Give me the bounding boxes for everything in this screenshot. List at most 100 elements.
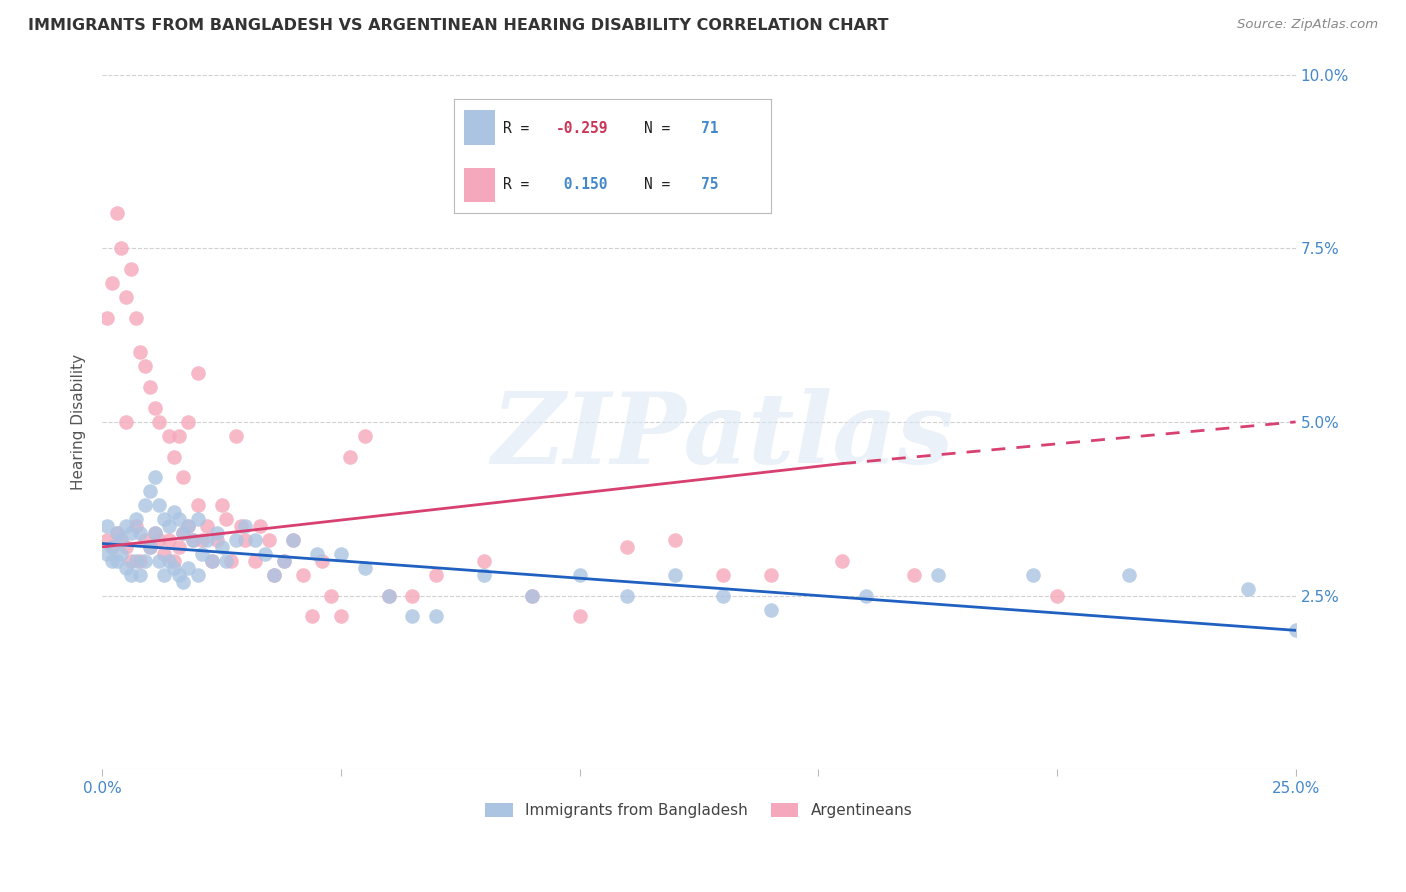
- Point: [472, 554, 495, 568]
- Point: [273, 554, 295, 568]
- Point: [568, 609, 591, 624]
- Point: [153, 512, 176, 526]
- Point: [329, 547, 352, 561]
- Point: [115, 561, 138, 575]
- Point: [110, 547, 132, 561]
- Point: [187, 498, 209, 512]
- Point: [172, 470, 194, 484]
- Point: [115, 415, 138, 429]
- Point: [167, 429, 190, 443]
- Point: [664, 533, 686, 547]
- Point: [129, 554, 152, 568]
- Point: [201, 554, 224, 568]
- Point: [235, 519, 257, 533]
- Point: [181, 533, 204, 547]
- Point: [163, 505, 186, 519]
- Point: [124, 554, 146, 568]
- Point: [301, 609, 323, 624]
- Point: [110, 533, 132, 547]
- Point: [177, 519, 200, 533]
- Point: [377, 589, 399, 603]
- Point: [711, 567, 734, 582]
- Point: [401, 609, 423, 624]
- Point: [115, 540, 138, 554]
- Point: [253, 547, 276, 561]
- Point: [243, 554, 266, 568]
- Point: [139, 380, 162, 394]
- Point: [96, 533, 118, 547]
- Point: [339, 450, 361, 464]
- Point: [191, 547, 214, 561]
- Point: [1284, 624, 1306, 638]
- Point: [139, 540, 162, 554]
- Point: [616, 540, 638, 554]
- Point: [134, 554, 156, 568]
- Point: [148, 415, 170, 429]
- Point: [259, 533, 281, 547]
- Point: [134, 533, 156, 547]
- Point: [205, 533, 228, 547]
- Point: [134, 359, 156, 374]
- Point: [163, 554, 186, 568]
- Point: [167, 540, 190, 554]
- Point: [100, 540, 122, 554]
- Point: [143, 526, 166, 541]
- Point: [172, 574, 194, 589]
- Point: [172, 526, 194, 541]
- Point: [903, 567, 925, 582]
- Point: [1046, 589, 1069, 603]
- Point: [215, 554, 238, 568]
- Point: [148, 554, 170, 568]
- Point: [129, 526, 152, 541]
- Point: [139, 484, 162, 499]
- Point: [105, 206, 128, 220]
- Point: [353, 561, 375, 575]
- Point: [167, 512, 190, 526]
- Point: [105, 554, 128, 568]
- Point: [759, 567, 782, 582]
- Point: [201, 554, 224, 568]
- Point: [195, 533, 218, 547]
- Point: [283, 533, 305, 547]
- Point: [177, 415, 200, 429]
- Point: [520, 589, 543, 603]
- Point: [425, 609, 447, 624]
- Point: [153, 567, 176, 582]
- Point: [187, 512, 209, 526]
- Point: [124, 519, 146, 533]
- Point: [229, 519, 252, 533]
- Point: [120, 526, 142, 541]
- Point: [100, 554, 122, 568]
- Point: [134, 498, 156, 512]
- Point: [219, 554, 242, 568]
- Point: [831, 554, 853, 568]
- Point: [177, 561, 200, 575]
- Point: [181, 533, 204, 547]
- Point: [225, 533, 247, 547]
- Point: [148, 498, 170, 512]
- Point: [120, 262, 142, 277]
- Point: [263, 567, 285, 582]
- Point: [195, 519, 218, 533]
- Point: [927, 567, 949, 582]
- Point: [172, 526, 194, 541]
- Point: [105, 526, 128, 541]
- Point: [664, 567, 686, 582]
- Point: [191, 533, 214, 547]
- Point: [96, 547, 118, 561]
- Point: [243, 533, 266, 547]
- Point: [249, 519, 271, 533]
- Point: [157, 533, 180, 547]
- Point: [235, 533, 257, 547]
- Point: [568, 567, 591, 582]
- Point: [157, 429, 180, 443]
- Point: [759, 602, 782, 616]
- Point: [1022, 567, 1045, 582]
- Point: [124, 512, 146, 526]
- Point: [377, 589, 399, 603]
- Point: [120, 567, 142, 582]
- Point: [96, 310, 118, 325]
- Point: [143, 401, 166, 415]
- Point: [157, 519, 180, 533]
- Point: [225, 429, 247, 443]
